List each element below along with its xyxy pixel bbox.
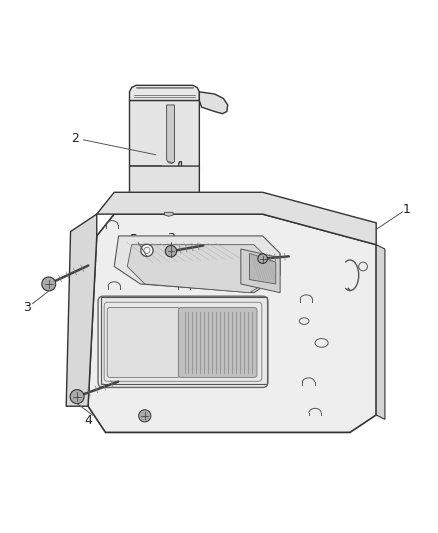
Polygon shape bbox=[88, 214, 376, 432]
Polygon shape bbox=[101, 297, 267, 384]
Polygon shape bbox=[250, 253, 276, 284]
Polygon shape bbox=[199, 92, 228, 114]
Polygon shape bbox=[66, 214, 97, 406]
Circle shape bbox=[141, 244, 153, 256]
Polygon shape bbox=[164, 212, 173, 216]
Text: 2: 2 bbox=[71, 132, 79, 145]
Text: 5: 5 bbox=[130, 233, 138, 246]
Polygon shape bbox=[376, 245, 385, 419]
Polygon shape bbox=[114, 236, 280, 293]
Polygon shape bbox=[130, 101, 199, 174]
Polygon shape bbox=[127, 245, 272, 293]
Polygon shape bbox=[130, 166, 199, 207]
Polygon shape bbox=[130, 197, 199, 213]
Text: 3: 3 bbox=[23, 301, 31, 314]
Circle shape bbox=[70, 390, 84, 403]
FancyBboxPatch shape bbox=[107, 308, 180, 377]
Circle shape bbox=[42, 277, 56, 291]
Circle shape bbox=[258, 254, 268, 263]
Text: 1: 1 bbox=[403, 203, 411, 216]
Circle shape bbox=[165, 246, 177, 257]
Polygon shape bbox=[97, 192, 376, 245]
Polygon shape bbox=[241, 249, 280, 293]
Polygon shape bbox=[166, 105, 174, 164]
Text: 4: 4 bbox=[84, 414, 92, 427]
Polygon shape bbox=[130, 85, 199, 101]
Circle shape bbox=[139, 410, 151, 422]
FancyBboxPatch shape bbox=[178, 308, 257, 377]
Text: 3: 3 bbox=[167, 232, 175, 246]
